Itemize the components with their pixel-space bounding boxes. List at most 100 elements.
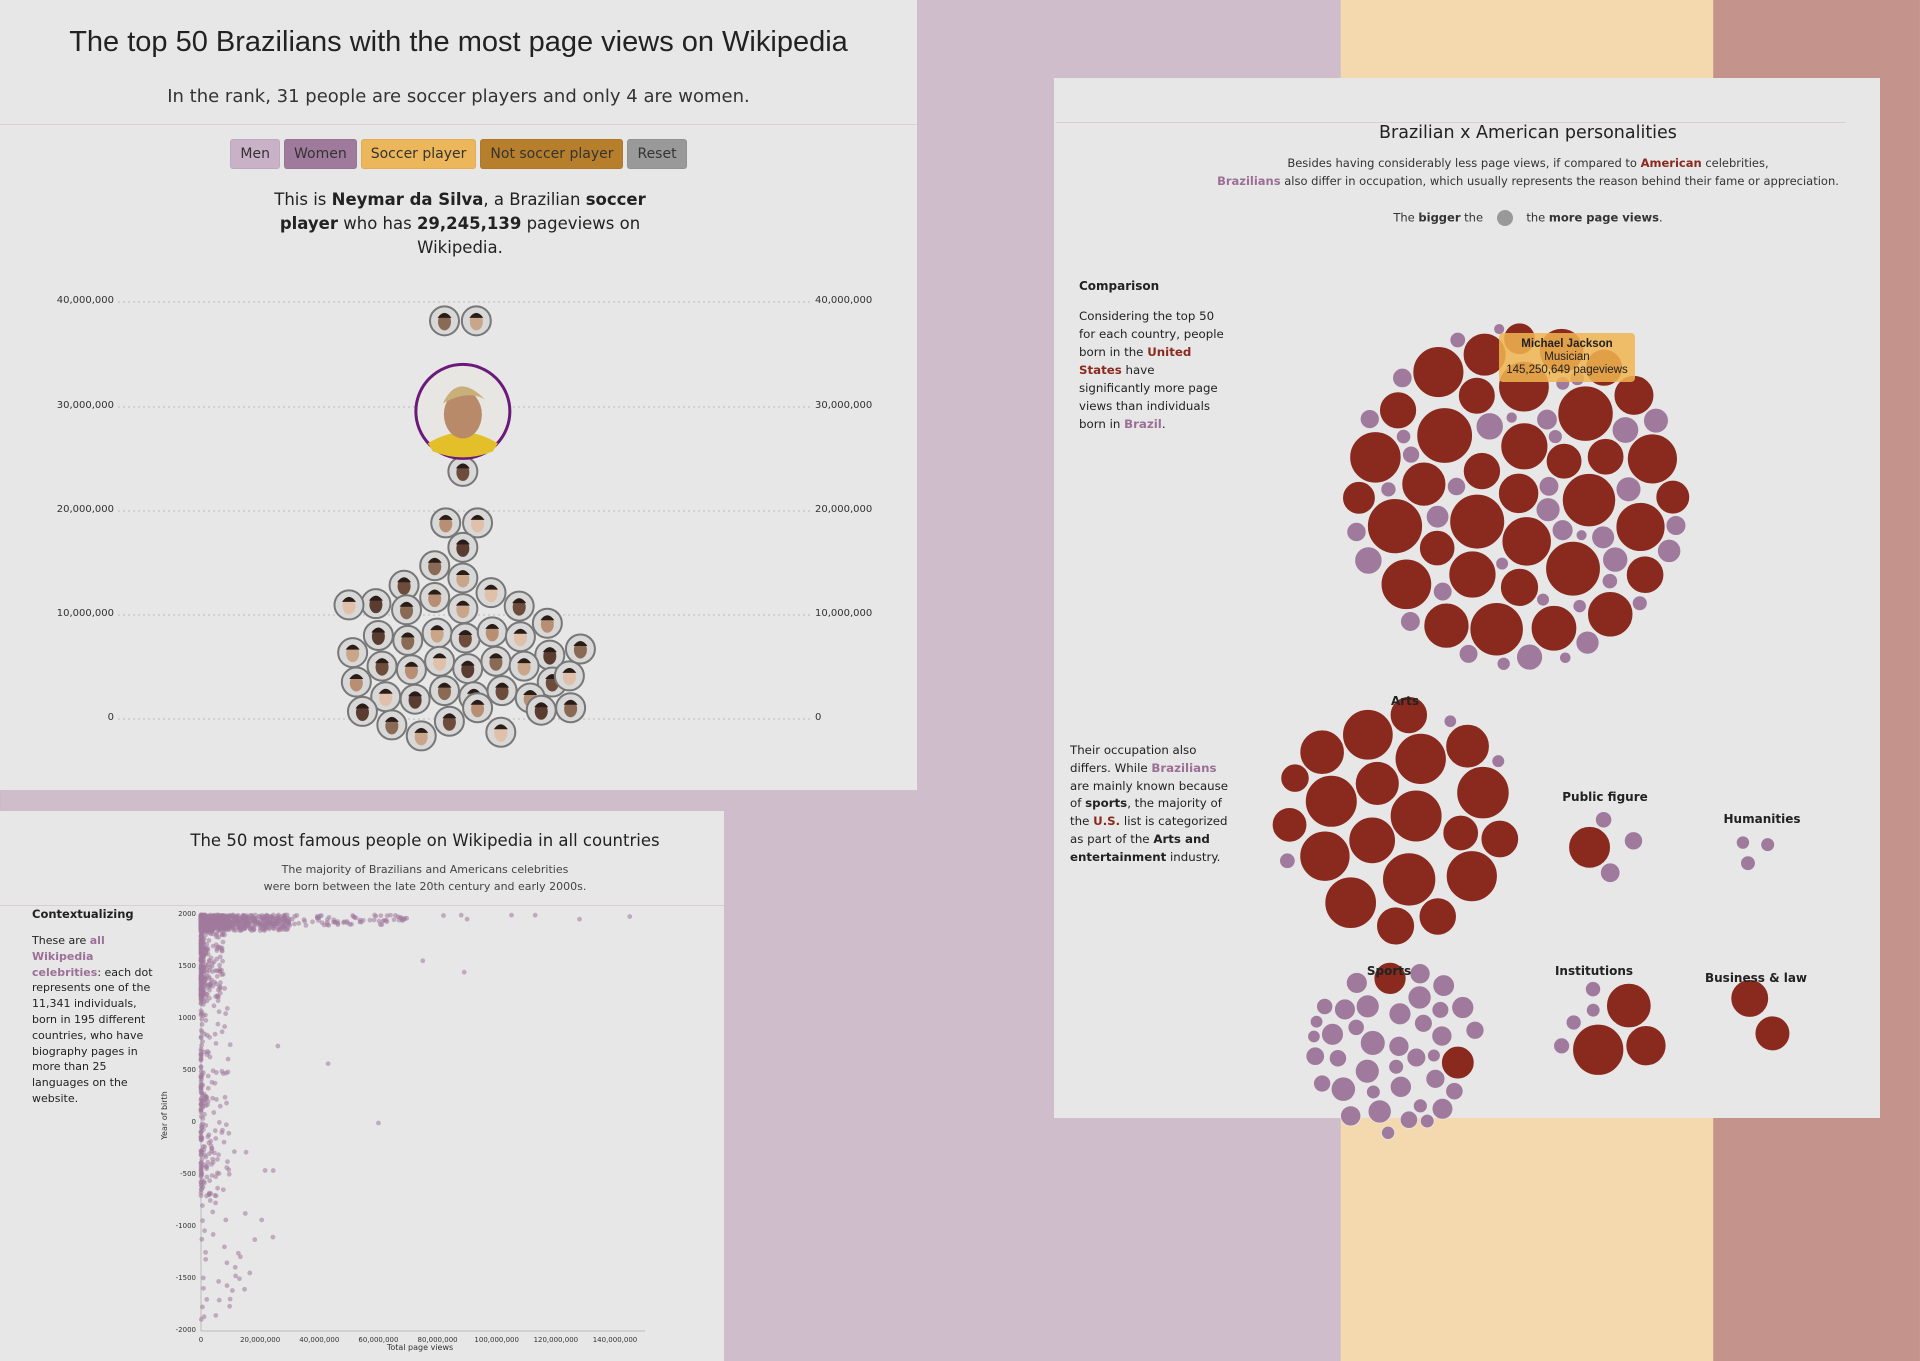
american-bubble[interactable] [1382,852,1437,907]
brazilian-bubble[interactable] [1381,1125,1396,1140]
american-bubble[interactable] [1557,385,1614,442]
person-face-avatar[interactable] [433,705,465,737]
brazilian-bubble[interactable] [1584,981,1602,998]
american-bubble[interactable] [1324,876,1377,929]
american-bubble[interactable] [1530,605,1578,652]
brazilian-bubble[interactable] [1657,538,1682,563]
brazilian-bubble[interactable] [1334,998,1356,1021]
brazilian-bubble[interactable] [1565,1014,1582,1031]
american-bubble[interactable] [1586,438,1625,476]
american-bubble[interactable] [1545,540,1601,597]
person-face-avatar[interactable] [555,692,587,724]
brazilian-bubble[interactable] [1355,994,1380,1019]
person-face-avatar[interactable] [449,622,481,654]
american-bubble[interactable] [1480,819,1519,859]
brazilian-bubble[interactable] [1446,476,1466,497]
american-bubble[interactable] [1615,502,1666,552]
person-face-avatar[interactable] [452,653,484,685]
person-face-avatar[interactable] [564,633,596,665]
american-bubble[interactable] [1304,775,1358,828]
american-bubble[interactable] [1445,724,1490,769]
brazilian-bubble[interactable] [1392,367,1413,389]
american-bubble[interactable] [1348,816,1396,865]
person-face-avatar[interactable] [346,695,378,727]
person-face-avatar[interactable] [424,645,456,677]
person-face-avatar[interactable] [391,594,423,626]
american-bubble[interactable] [1299,729,1345,775]
brazilian-bubble[interactable] [1359,409,1380,430]
brazilian-bubble[interactable] [1615,476,1642,503]
brazilian-bubble[interactable] [1536,408,1558,431]
brazilian-bubble[interactable] [1330,1076,1356,1102]
person-face-avatar[interactable] [475,577,507,609]
brazilian-bubble[interactable] [1451,996,1475,1019]
american-bubble[interactable] [1501,516,1552,567]
american-bubble[interactable] [1441,1045,1475,1080]
brazilian-bubble[interactable] [1395,428,1412,445]
american-bubble[interactable] [1561,473,1617,528]
person-face-avatar[interactable] [360,588,392,620]
brazilian-bubble[interactable] [1279,852,1296,869]
american-bubble[interactable] [1627,433,1678,485]
brazilian-bubble[interactable] [1380,481,1397,498]
brazilian-bubble[interactable] [1389,1075,1412,1098]
american-bubble[interactable] [1389,789,1443,843]
brazilian-bubble[interactable] [1631,595,1648,612]
american-bubble[interactable] [1469,602,1524,657]
brazilian-bubble[interactable] [1475,412,1504,441]
brazilian-bubble[interactable] [1345,972,1368,994]
brazilian-bubble[interactable] [1406,1047,1427,1068]
person-face-avatar[interactable] [553,660,585,692]
american-bubble[interactable] [1418,897,1457,936]
filter-button-women[interactable]: Women [284,139,357,169]
brazilian-bubble[interactable] [1740,855,1756,871]
brazilian-bubble[interactable] [1402,445,1420,464]
american-bubble[interactable] [1416,407,1473,464]
person-face-avatar[interactable] [376,709,408,741]
brazilian-bubble[interactable] [1346,521,1367,543]
person-face-avatar[interactable] [504,621,536,653]
brazilian-bubble[interactable] [1307,1029,1321,1044]
person-face-avatar[interactable] [447,562,479,594]
person-face-avatar[interactable] [508,650,540,682]
american-bubble[interactable] [1500,422,1549,471]
brazilian-bubble[interactable] [1316,997,1334,1016]
american-bubble[interactable] [1625,1025,1667,1067]
brazilian-bubble[interactable] [1547,429,1563,444]
brazilian-bubble[interactable] [1425,1068,1446,1089]
brazilian-bubble[interactable] [1536,592,1550,607]
brazilian-bubble[interactable] [1591,525,1615,550]
american-bubble[interactable] [1458,376,1496,415]
person-face-avatar[interactable] [405,720,437,752]
american-bubble[interactable] [1462,452,1501,491]
american-bubble[interactable] [1271,807,1308,843]
brazilian-bubble[interactable] [1309,1014,1324,1029]
american-bubble[interactable] [1568,826,1611,869]
american-bubble[interactable] [1445,850,1498,903]
brazilian-bubble[interactable] [1347,1018,1365,1036]
brazilian-bubble[interactable] [1328,1049,1347,1068]
brazilian-bubble[interactable] [1665,515,1687,536]
person-face-avatar[interactable] [419,550,451,582]
american-bubble[interactable] [1389,696,1428,735]
american-bubble[interactable] [1354,761,1400,806]
brazilian-bubble[interactable] [1595,811,1613,829]
american-bubble[interactable] [1606,982,1652,1029]
brazilian-bubble[interactable] [1367,1099,1392,1124]
american-bubble[interactable] [1442,814,1479,852]
brazilian-bubble[interactable] [1431,1025,1453,1047]
american-bubble[interactable] [1394,732,1447,785]
brazilian-bubble[interactable] [1427,1048,1441,1063]
american-bubble[interactable] [1449,493,1506,550]
filter-button-soccer-player[interactable]: Soccer player [360,139,477,169]
person-face-avatar[interactable] [366,650,398,682]
person-face-avatar[interactable] [447,593,479,625]
person-face-avatar[interactable] [340,666,372,698]
brazilian-bubble[interactable] [1432,974,1455,997]
highlighted-person-avatar[interactable] [414,362,512,460]
person-face-avatar[interactable] [462,692,494,724]
brazilian-bubble[interactable] [1443,714,1457,728]
american-bubble[interactable] [1373,961,1407,995]
person-face-avatar[interactable] [392,624,424,656]
brazilian-bubble[interactable] [1643,407,1669,434]
